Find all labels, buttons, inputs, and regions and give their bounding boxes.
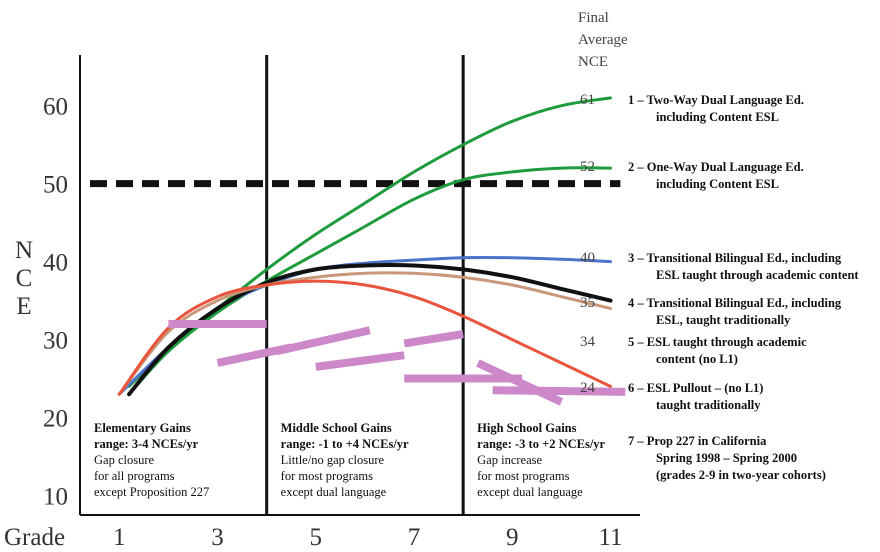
series-line-4 bbox=[127, 263, 613, 397]
final-nce-header-line: Final bbox=[578, 10, 609, 26]
final-nce-value: 24 bbox=[580, 380, 596, 396]
y-tick-label: 60 bbox=[43, 94, 68, 121]
y-axis-label-letter: E bbox=[16, 293, 31, 320]
x-tick-label: 7 bbox=[408, 524, 421, 551]
y-tick-label: 20 bbox=[43, 406, 68, 433]
x-tick-label: 3 bbox=[211, 524, 224, 551]
final-nce-value: 40 bbox=[580, 250, 595, 266]
annotation-title-line: Elementary Gains bbox=[94, 421, 191, 435]
y-axis-label-letter: C bbox=[16, 265, 33, 292]
series-line-1 bbox=[127, 96, 612, 388]
prop227-segment-5 bbox=[403, 330, 464, 348]
legend-label-line: (grades 2-9 in two-year cohorts) bbox=[656, 468, 826, 482]
legend-label-line: 2 – One-Way Dual Language Ed. bbox=[628, 160, 804, 174]
legend-label-line: content (no L1) bbox=[656, 352, 738, 366]
legend-label-line: 5 – ESL taught through academic bbox=[628, 335, 807, 349]
prop227-segment-3 bbox=[275, 326, 371, 356]
annotation-title-line: range: -3 to +2 NCEs/yr bbox=[477, 437, 605, 451]
final-nce-header-line: Average bbox=[578, 32, 628, 48]
series-line-5 bbox=[117, 271, 612, 396]
y-axis-label-letter: N bbox=[15, 237, 33, 264]
y-tick-label: 50 bbox=[43, 172, 68, 199]
final-nce-value: 34 bbox=[580, 334, 596, 350]
legend-label-line: taught traditionally bbox=[656, 398, 761, 412]
x-axis-label: Grade bbox=[4, 524, 65, 551]
legend-label-line: 4 – Transitional Bilingual Ed., includin… bbox=[628, 296, 842, 310]
annotation-title-line: Middle School Gains bbox=[281, 421, 392, 435]
prop227-segment-7 bbox=[476, 359, 564, 406]
y-tick-label: 30 bbox=[43, 328, 68, 355]
legend-label-line: Spring 1998 – Spring 2000 bbox=[656, 451, 797, 465]
annotation-text-line: except dual language bbox=[281, 485, 387, 499]
legend-layer: Final Average NCE 61 1 – Two-Way Dual Langua… bbox=[578, 10, 859, 482]
prop227-segment-8 bbox=[492, 386, 626, 396]
prop227-segment-4 bbox=[315, 351, 405, 371]
legend-label-line: 3 – Transitional Bilingual Ed., includin… bbox=[628, 251, 842, 265]
x-tick-label: 9 bbox=[506, 524, 519, 551]
annotation-text-line: for most programs bbox=[477, 469, 569, 483]
legend-label-line: ESL, taught traditionally bbox=[656, 313, 791, 327]
y-tick-label: 10 bbox=[43, 484, 68, 511]
final-nce-header-line: NCE bbox=[578, 54, 608, 70]
annotation-title-line: High School Gains bbox=[477, 421, 576, 435]
annotation-text-line: for most programs bbox=[281, 469, 373, 483]
annotation-title-line: range: 3-4 NCEs/yr bbox=[94, 437, 199, 451]
prop227-layer bbox=[168, 319, 626, 406]
series-layer bbox=[117, 96, 613, 397]
annotation-layer: Elementary Gains range: 3-4 NCEs/yr Gap cl… bbox=[94, 421, 606, 499]
legend-label-line: including Content ESL bbox=[656, 177, 779, 191]
annotation-text-line: for all programs bbox=[94, 469, 175, 483]
legend-label-line: 6 – ESL Pullout – (no L1) bbox=[628, 381, 763, 395]
final-nce-value: 61 bbox=[580, 92, 595, 108]
x-tick-label: 5 bbox=[310, 524, 323, 551]
series-line-6 bbox=[117, 279, 612, 396]
annotation-text-line: Little/no gap closure bbox=[281, 453, 385, 467]
final-nce-value: 35 bbox=[580, 295, 595, 311]
x-tick-label: 11 bbox=[598, 524, 622, 551]
annotation-text-line: except dual language bbox=[477, 485, 583, 499]
annotation-text-line: Gap closure bbox=[94, 453, 154, 467]
annotation-text-line: Gap increase bbox=[477, 453, 542, 467]
final-nce-value: 52 bbox=[580, 159, 595, 175]
x-tick-label: 1 bbox=[113, 524, 126, 551]
legend-label-line: 7 – Prop 227 in California bbox=[628, 434, 767, 448]
legend-label-line: including Content ESL bbox=[656, 110, 779, 124]
y-tick-label: 40 bbox=[43, 250, 68, 277]
annotation-text-line: except Proposition 227 bbox=[94, 485, 209, 499]
annotation-title-line: range: -1 to +4 NCEs/yr bbox=[281, 437, 409, 451]
legend-label-line: 1 – Two-Way Dual Language Ed. bbox=[628, 93, 804, 107]
legend-label-line: ESL taught through academic content bbox=[656, 268, 859, 282]
